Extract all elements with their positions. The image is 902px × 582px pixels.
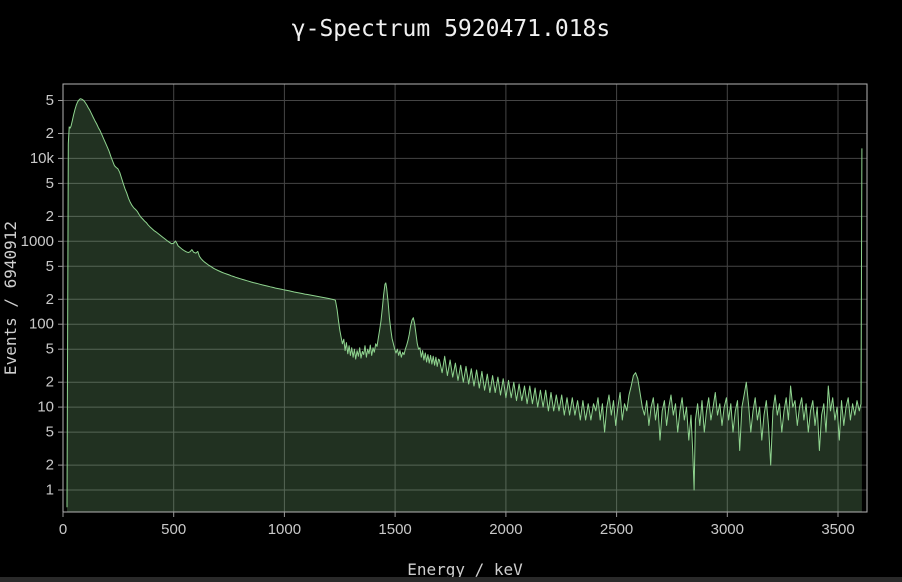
chart-title: γ-Spectrum 5920471.018s bbox=[291, 16, 611, 42]
y-tick-label: 10 bbox=[37, 399, 54, 416]
x-tick-label: 3500 bbox=[821, 521, 854, 538]
y-tick-label: 5 bbox=[46, 258, 54, 275]
x-tick-label: 2000 bbox=[489, 521, 522, 538]
x-tick-label: 1000 bbox=[268, 521, 301, 538]
y-tick-label: 2 bbox=[46, 374, 54, 391]
horizontal-scrollbar[interactable] bbox=[0, 577, 902, 582]
x-tick-label: 3000 bbox=[711, 521, 744, 538]
x-axis-title: Energy / keV bbox=[407, 560, 523, 579]
y-tick-label: 5 bbox=[46, 424, 54, 441]
y-tick-label: 1 bbox=[46, 482, 54, 499]
x-tick-label: 1500 bbox=[378, 521, 411, 538]
y-tick-label: 5 bbox=[46, 92, 54, 109]
x-tick-label: 2500 bbox=[600, 521, 633, 538]
y-tick-label: 2 bbox=[46, 125, 54, 142]
y-tick-label: 10k bbox=[30, 150, 55, 167]
x-tick-label: 500 bbox=[161, 521, 186, 538]
y-tick-label: 1000 bbox=[21, 233, 54, 250]
y-axis-title: Events / 6940912 bbox=[1, 221, 20, 375]
plot-frame bbox=[62, 83, 868, 513]
spectrum-area bbox=[67, 98, 862, 512]
plot-generated-layer: 0 500 1000 1500 2000 2500 3000 3500 1 2 5 10 2 5 100 2 5… bbox=[21, 83, 868, 538]
y-tick-label: 100 bbox=[29, 316, 54, 333]
y-tick-label: 2 bbox=[46, 457, 54, 474]
y-tick-label: 2 bbox=[46, 208, 54, 225]
y-tick-label: 5 bbox=[46, 175, 54, 192]
spectrum-line bbox=[66, 98, 863, 508]
y-tick-label: 2 bbox=[46, 291, 54, 308]
y-tick-label: 5 bbox=[46, 341, 54, 358]
x-tick-label: 0 bbox=[59, 521, 67, 538]
